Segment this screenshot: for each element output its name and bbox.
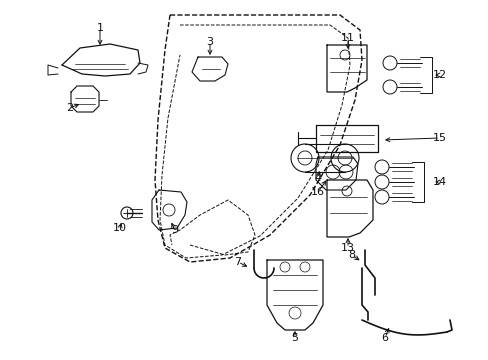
Text: 12: 12 (432, 70, 446, 80)
Text: 13: 13 (340, 243, 354, 253)
Text: 6: 6 (381, 333, 387, 343)
Text: 16: 16 (310, 187, 325, 197)
Text: 3: 3 (206, 37, 213, 47)
Text: 4: 4 (314, 173, 321, 183)
Text: 10: 10 (113, 223, 127, 233)
Text: 14: 14 (432, 177, 446, 187)
Text: 7: 7 (234, 257, 241, 267)
Text: 5: 5 (291, 333, 298, 343)
Text: 8: 8 (348, 250, 355, 260)
Text: 9: 9 (171, 225, 178, 235)
Text: 2: 2 (66, 103, 73, 113)
Text: 15: 15 (432, 133, 446, 143)
Text: 1: 1 (96, 23, 103, 33)
Text: 11: 11 (340, 33, 354, 43)
